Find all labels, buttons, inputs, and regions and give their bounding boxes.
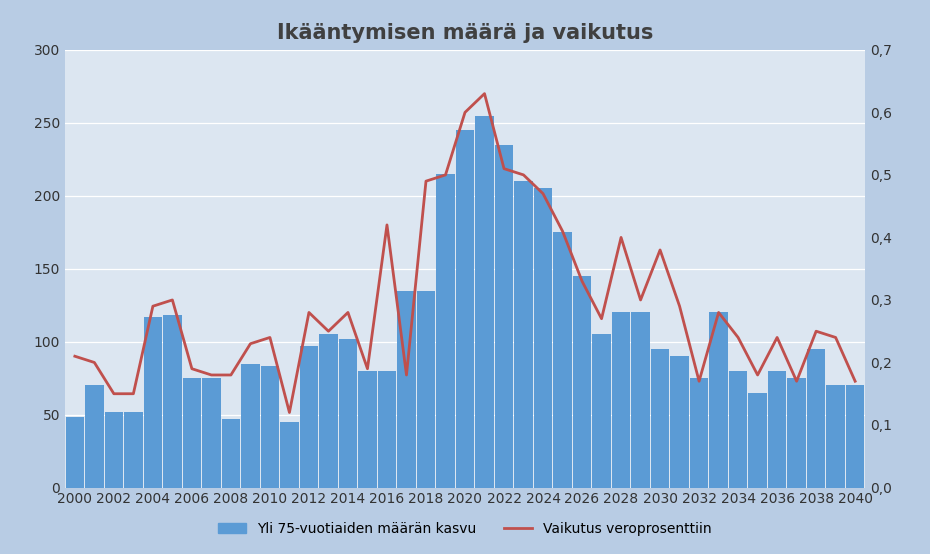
Bar (280, 422, 299, 488)
Bar (163, 315, 181, 488)
Bar (124, 412, 142, 488)
Bar (495, 145, 513, 488)
Bar (710, 312, 728, 488)
Bar (534, 188, 552, 488)
Bar (690, 378, 709, 488)
Bar (221, 419, 240, 488)
Bar (299, 346, 318, 488)
Bar (143, 317, 162, 488)
Bar (827, 386, 844, 488)
Bar (436, 174, 455, 488)
Bar (66, 418, 84, 488)
Bar (339, 338, 357, 488)
Bar (788, 378, 806, 488)
Bar (241, 363, 259, 488)
Bar (729, 371, 748, 488)
Bar (475, 115, 494, 488)
Legend: Yli 75-vuotiaiden määrän kasvu, Vaikutus veroprosenttiin: Yli 75-vuotiaiden määrän kasvu, Vaikutus… (213, 516, 717, 541)
Bar (417, 290, 435, 488)
Bar (319, 334, 338, 488)
Bar (749, 393, 767, 488)
Bar (573, 276, 591, 488)
Bar (260, 366, 279, 488)
Bar (358, 371, 377, 488)
Bar (807, 349, 826, 488)
Bar (104, 412, 123, 488)
Bar (846, 386, 864, 488)
Bar (592, 334, 611, 488)
Bar (671, 356, 689, 488)
Bar (553, 232, 572, 488)
Bar (631, 312, 650, 488)
Bar (456, 130, 474, 488)
Bar (202, 378, 220, 488)
Bar (378, 371, 396, 488)
Bar (397, 290, 416, 488)
Bar (768, 371, 787, 488)
Title: Ikääntymisen määrä ja vaikutus: Ikääntymisen määrä ja vaikutus (277, 23, 653, 43)
Bar (612, 312, 631, 488)
Bar (651, 349, 670, 488)
Bar (85, 386, 103, 488)
Bar (514, 181, 533, 488)
Bar (182, 378, 201, 488)
